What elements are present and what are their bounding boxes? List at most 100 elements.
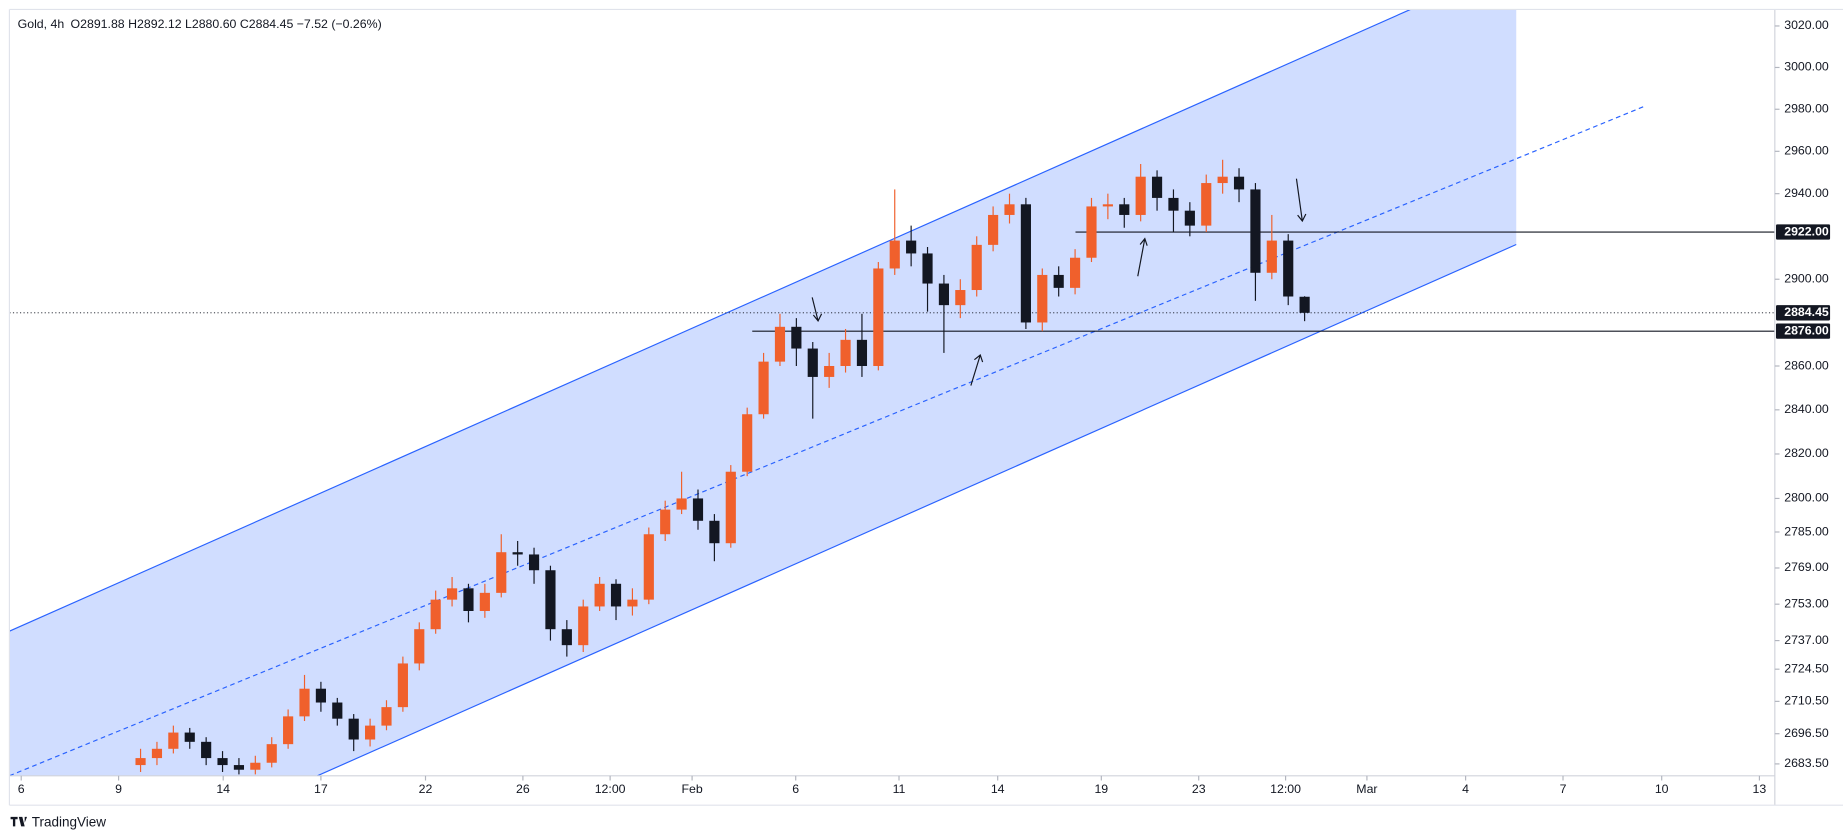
candle-body bbox=[315, 688, 326, 703]
symbol-title: Gold, 4h bbox=[18, 17, 65, 31]
candle-body bbox=[1168, 197, 1179, 211]
candle-body bbox=[1151, 176, 1163, 198]
y-tick-label: 3020.00 bbox=[1784, 18, 1829, 32]
candle-body bbox=[742, 414, 753, 472]
channel-lower bbox=[317, 243, 1517, 776]
candle-body bbox=[217, 758, 228, 766]
y-tick-label: 2710.50 bbox=[1784, 694, 1829, 708]
candle-body bbox=[1053, 274, 1064, 288]
y-tick-label: 2785.00 bbox=[1784, 524, 1829, 538]
x-tick-label: 12:00 bbox=[595, 782, 626, 796]
candle-body bbox=[774, 326, 786, 362]
candle-body bbox=[397, 663, 408, 708]
candle-body bbox=[971, 244, 982, 291]
y-tick-label: 2860.00 bbox=[1784, 358, 1829, 372]
candle-body bbox=[332, 702, 343, 719]
candle-body bbox=[758, 361, 769, 415]
last-price-label: 2884.45 bbox=[1784, 305, 1829, 319]
candle-body bbox=[1299, 296, 1310, 313]
brand: TradingView bbox=[10, 814, 107, 829]
candle-body bbox=[561, 629, 572, 646]
candle-body bbox=[1020, 204, 1031, 323]
candle-body bbox=[889, 240, 900, 269]
x-tick-label: 19 bbox=[1094, 782, 1108, 796]
y-tick-label: 2769.00 bbox=[1784, 560, 1829, 574]
candle-body bbox=[1201, 183, 1212, 226]
x-tick-label: Feb bbox=[681, 782, 702, 796]
x-tick-label: Mar bbox=[1356, 782, 1377, 796]
plot bbox=[9, 159, 1775, 775]
candle-body bbox=[955, 290, 966, 306]
level-badge bbox=[1776, 323, 1831, 339]
y-tick-label: 2683.50 bbox=[1784, 756, 1829, 770]
y-tick-label: 2696.50 bbox=[1784, 726, 1829, 740]
y-tick-label: 2980.00 bbox=[1784, 102, 1829, 116]
x-tick-label: 10 bbox=[1655, 782, 1669, 796]
x-tick-label: 17 bbox=[314, 782, 328, 796]
candle-body bbox=[1283, 240, 1294, 297]
arrow bbox=[1137, 237, 1148, 277]
candle-body bbox=[578, 606, 589, 646]
candle-body bbox=[660, 509, 671, 535]
candle-body bbox=[233, 765, 245, 770]
candle-body bbox=[1233, 176, 1245, 190]
y-tick-label: 2840.00 bbox=[1784, 402, 1829, 416]
candle-body bbox=[135, 758, 146, 766]
y-tick-label: 2800.00 bbox=[1784, 491, 1829, 505]
x-tick-label: 4 bbox=[1462, 782, 1469, 796]
candle-body bbox=[627, 599, 638, 607]
y-tick-label: 2900.00 bbox=[1784, 272, 1829, 286]
x-tick-label: 14 bbox=[991, 782, 1005, 796]
candle-body bbox=[283, 716, 294, 745]
candle-body bbox=[463, 588, 474, 611]
x-tick-label: 12:00 bbox=[1270, 782, 1301, 796]
candle-body bbox=[365, 725, 376, 740]
candle-body bbox=[512, 552, 523, 555]
x-tick-label: 6 bbox=[18, 782, 25, 796]
candle-body bbox=[922, 253, 933, 284]
x-tick-label: 14 bbox=[216, 782, 230, 796]
candle-body bbox=[1102, 204, 1113, 207]
candle-body bbox=[840, 339, 851, 366]
candle-body bbox=[807, 348, 818, 377]
candle-body bbox=[676, 498, 687, 510]
channel-mid bbox=[9, 105, 1646, 776]
x-tick-label: 7 bbox=[1560, 782, 1567, 796]
candle-body bbox=[250, 762, 261, 770]
arrow bbox=[811, 297, 823, 322]
y-tick-label: 2960.00 bbox=[1784, 144, 1829, 158]
candle-body bbox=[545, 570, 556, 630]
candle-body bbox=[873, 268, 884, 366]
candle-body bbox=[1184, 210, 1195, 226]
arrow bbox=[970, 354, 984, 386]
x-tick-label: 22 bbox=[419, 782, 433, 796]
y-tick-label: 3000.00 bbox=[1784, 60, 1829, 74]
candle-body bbox=[348, 718, 359, 740]
x-tick-label: 13 bbox=[1753, 782, 1767, 796]
arrow bbox=[1295, 178, 1307, 223]
ohlc-values: O2891.88 H2892.12 L2880.60 C2884.45 −7.5… bbox=[71, 17, 382, 31]
brand-name: TradingView bbox=[32, 814, 107, 829]
x-tick-label: 23 bbox=[1192, 782, 1206, 796]
candle-body bbox=[496, 552, 507, 593]
x-tick-label: 11 bbox=[893, 782, 906, 796]
candle-body bbox=[201, 741, 212, 759]
candle-body bbox=[1086, 206, 1097, 258]
candle-body bbox=[692, 498, 704, 521]
candle-body bbox=[528, 554, 540, 571]
candle-body bbox=[1037, 274, 1048, 323]
candle-body bbox=[168, 732, 179, 749]
candle-body bbox=[381, 707, 392, 726]
candle-body bbox=[266, 744, 277, 763]
candle-body bbox=[594, 583, 605, 607]
candle-body bbox=[725, 471, 736, 544]
candle-body bbox=[414, 629, 425, 664]
candle-body bbox=[791, 326, 802, 349]
y-tick-label: 2820.00 bbox=[1784, 446, 1829, 460]
candle-body bbox=[938, 283, 950, 306]
brand-logo bbox=[10, 816, 28, 827]
y-tick-label: 2737.00 bbox=[1784, 633, 1829, 647]
x-tick-label: 6 bbox=[792, 782, 799, 796]
y-tick-label: 2753.00 bbox=[1784, 596, 1829, 610]
